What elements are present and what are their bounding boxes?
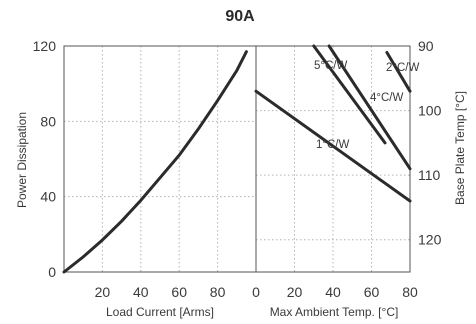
x-tick-load-20: 20 [95, 284, 111, 300]
thermal-resistance-line-2cw [385, 51, 412, 93]
x-tick-load-60: 60 [171, 284, 187, 300]
x-tick-load-80: 80 [210, 284, 226, 300]
y-axis-label-power-dissipation: Power Dissipation [15, 112, 29, 208]
y-tick-power-0: 0 [48, 264, 56, 280]
thermal-resistance-line-4cw [327, 44, 412, 171]
thermal-resistance-line-1cw [254, 89, 412, 203]
y-axis-label-base-plate-temp: Base Plate Temp [°C] [453, 91, 467, 205]
series-label-2cw: 2°C/W [386, 62, 419, 74]
x-tick-load-40: 40 [133, 284, 149, 300]
y-tick-baseplate-120: 120 [418, 232, 442, 248]
x-tick-ambient-0: 0 [252, 284, 260, 300]
grid [64, 45, 410, 272]
x-tick-ambient-20: 20 [287, 284, 303, 300]
right-plot-frame [255, 45, 411, 273]
series-label-5cw: 5°C/W [314, 60, 347, 72]
chart-title: 90A [225, 8, 255, 25]
series-labels: 1°C/W 4°C/W 5°C/W 2°C/W [314, 60, 419, 151]
power-dissipation-curve [62, 50, 248, 274]
curves [62, 44, 412, 274]
left-plot-frame [63, 45, 257, 273]
series-label-4cw: 4°C/W [370, 92, 403, 104]
x-tick-ambient-80: 80 [402, 284, 418, 300]
y-tick-baseplate-110: 110 [418, 167, 441, 183]
x-tick-ambient-40: 40 [325, 284, 341, 300]
x-tick-ambient-60: 60 [364, 284, 380, 300]
axis-labels: 90A Load Current [Arms] Power Dissipatio… [15, 8, 467, 319]
thermal-resistance-line-5cw [312, 44, 387, 145]
y-tick-power-40: 40 [40, 189, 56, 205]
y-tick-baseplate-100: 100 [418, 103, 442, 119]
y-tick-baseplate-90: 90 [418, 38, 434, 54]
tick-labels: 20 40 60 80 0 40 80 120 0 20 40 60 80 90 100 110 120 [33, 38, 442, 300]
x-axis-label-max-ambient-temp: Max Ambient Temp. [°C] [270, 305, 399, 319]
y-tick-power-80: 80 [40, 113, 56, 129]
x-axis-label-load-current: Load Current [Arms] [106, 305, 214, 319]
y-tick-power-120: 120 [33, 38, 57, 54]
plot-frame [63, 45, 411, 273]
series-label-1cw: 1°C/W [316, 139, 349, 151]
